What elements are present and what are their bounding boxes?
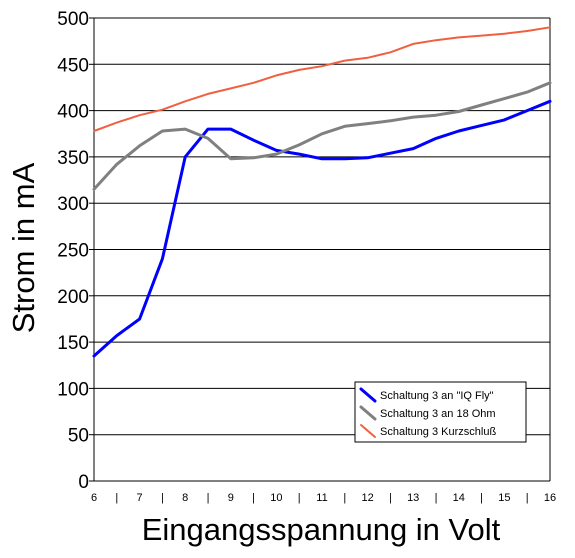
x-axis-ticks: 6 | 7 | 8 | 9 | 10 | 11 | 12 | 13 | 14 | 15 | 16: [91, 492, 556, 504]
y-tick-label: 250: [57, 241, 89, 262]
legend-box: [354, 381, 527, 443]
y-tick-label: 200: [57, 287, 89, 308]
y-axis-label: Strom in mA: [6, 162, 41, 333]
y-tick-label: 400: [57, 102, 89, 123]
x-tick-separator: |: [115, 492, 118, 504]
x-tick-separator: |: [480, 492, 483, 504]
x-tick-separator: |: [435, 492, 438, 504]
y-tick-label: 500: [57, 9, 89, 30]
y-tick-label: 150: [57, 333, 89, 354]
legend: Schaltung 3 an "IQ Fly" Schaltung 3 an 18…: [354, 381, 527, 443]
y-axis-ticks: 0 50 100 150 200 250 300 350 400 450 500: [57, 9, 94, 493]
x-tick-label: 14: [453, 492, 465, 504]
x-tick-label: 16: [544, 492, 556, 504]
series-line: [92, 99, 552, 358]
y-tick-label: 350: [57, 148, 89, 169]
y-tick-label: 100: [57, 379, 89, 400]
x-tick-label: 9: [228, 492, 234, 504]
x-tick-label: 7: [137, 492, 143, 504]
y-tick-label: 450: [57, 55, 89, 76]
x-tick-label: 12: [361, 492, 373, 504]
series-line: [92, 81, 552, 191]
x-tick-label: 8: [182, 492, 188, 504]
y-tick-label: 50: [68, 426, 89, 447]
x-tick-separator: |: [298, 492, 301, 504]
y-tick-label: 300: [57, 194, 89, 215]
x-tick-separator: |: [161, 492, 164, 504]
legend-label: Schaltung 3 an "IQ Fly": [380, 390, 494, 402]
grid-lines: [94, 17, 550, 482]
x-tick-separator: |: [207, 492, 210, 504]
legend-swatch: [360, 424, 376, 438]
legend-swatch: [359, 405, 377, 421]
x-tick-label: 10: [270, 492, 282, 504]
x-tick-label: 6: [91, 492, 97, 504]
x-tick-label: 11: [316, 492, 327, 504]
series-line: [93, 26, 551, 132]
series-lines: [92, 26, 552, 358]
x-tick-separator: |: [526, 492, 529, 504]
legend-label: Schaltung 3 an 18 Ohm: [380, 408, 496, 420]
x-tick-separator: |: [343, 492, 346, 504]
x-axis-label: Eingangsspannung in Volt: [142, 512, 501, 547]
y-tick-label: 0: [78, 472, 89, 493]
x-tick-separator: |: [252, 492, 255, 504]
x-tick-label: 13: [407, 492, 419, 504]
x-tick-separator: |: [389, 492, 392, 504]
legend-label: Schaltung 3 Kurzschluß: [380, 426, 496, 438]
legend-swatch: [359, 387, 377, 403]
x-tick-label: 15: [498, 492, 510, 504]
